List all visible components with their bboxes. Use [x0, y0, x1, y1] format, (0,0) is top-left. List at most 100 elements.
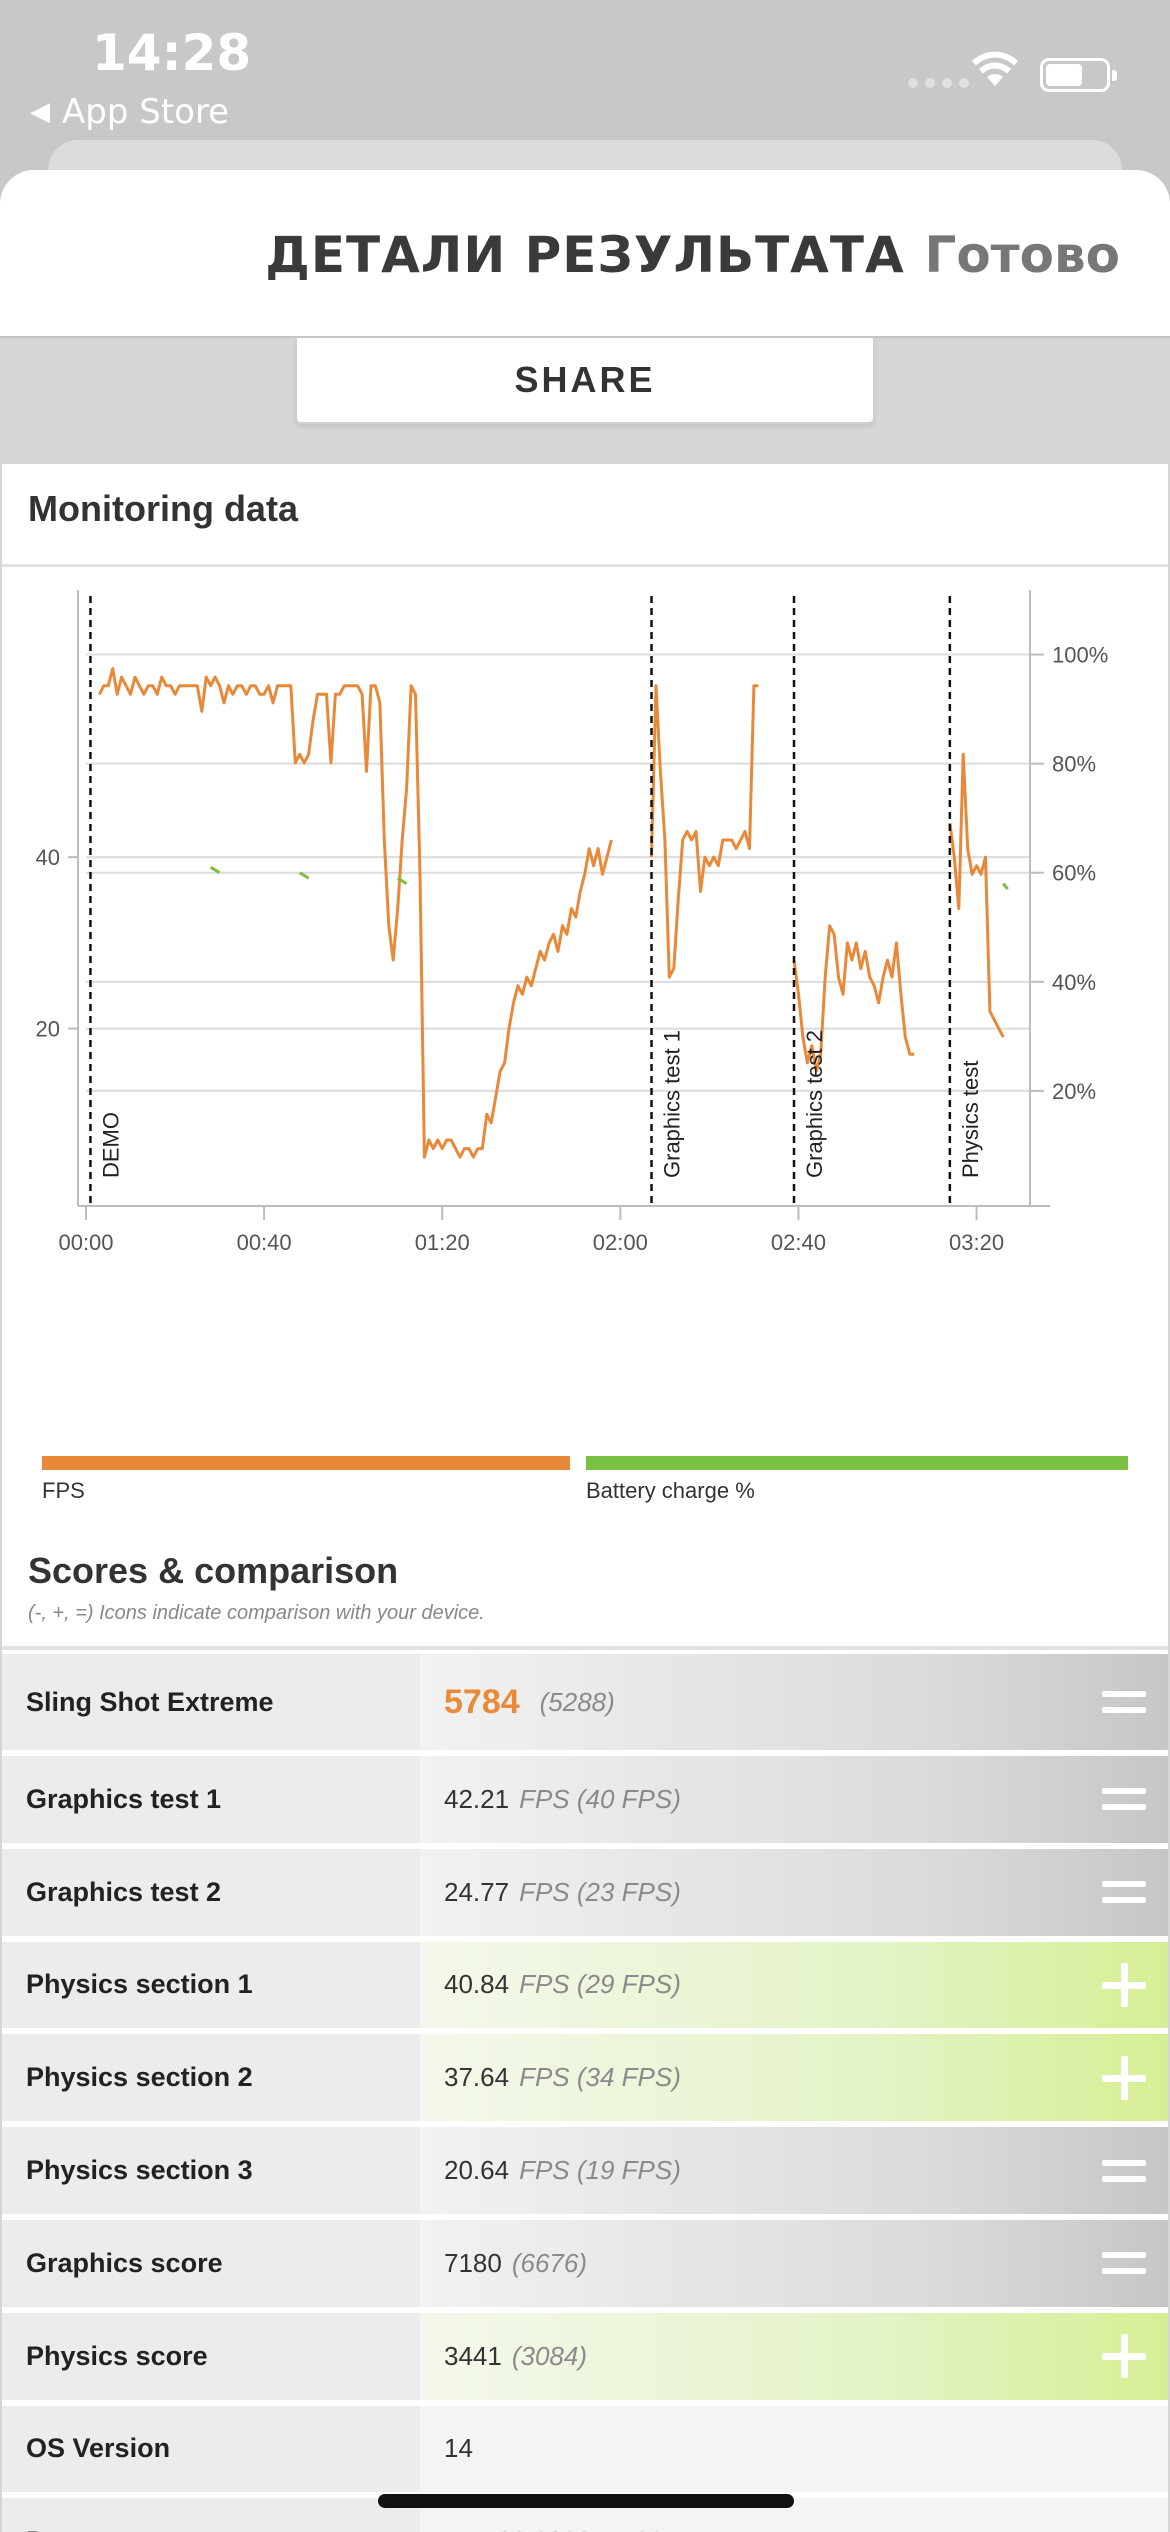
score-value-cell: 42.21 FPS (40 FPS)	[420, 1756, 1168, 1843]
legend-battery-label: Battery charge %	[586, 1478, 755, 1503]
score-label: Graphics score	[26, 2219, 416, 2307]
equal-icon	[1102, 1680, 1146, 1724]
battery-line	[209, 866, 221, 874]
equal-icon	[1102, 1870, 1146, 1914]
result-details-sheet: ДЕТАЛИ РЕЗУЛЬТАТА Готово SHARE Monitorin…	[0, 170, 1170, 2532]
score-label: Physics score	[26, 2312, 416, 2400]
x-tick-label: 02:00	[593, 1230, 648, 1255]
test-marker-label: Graphics test 2	[802, 1030, 827, 1178]
y-right-tick-label: 100%	[1052, 643, 1108, 668]
score-value: Nov 06 2020 14:28	[444, 2526, 664, 2532]
score-row: Physics section 1 40.84 FPS (29 FPS)	[2, 1941, 1168, 2035]
x-tick-label: 01:20	[415, 1230, 470, 1255]
x-tick-label: 02:40	[771, 1230, 826, 1255]
divider	[2, 1646, 1168, 1650]
legend-fps-swatch	[42, 1456, 570, 1470]
plus-icon	[1102, 2055, 1146, 2100]
plus-icon	[1102, 1962, 1146, 2007]
score-value: 20.64	[444, 2155, 510, 2186]
equal-icon	[1102, 1777, 1146, 1821]
score-unit-comparison: FPS (19 FPS)	[519, 2155, 681, 2186]
fps-line	[792, 924, 915, 1073]
score-value-cell: 5784 (5288)	[420, 1654, 1168, 1750]
fps-line	[98, 667, 613, 1159]
score-value: 14	[444, 2433, 473, 2464]
x-tick-label: 00:00	[58, 1230, 113, 1255]
score-value: 42.21	[444, 1783, 510, 1814]
battery-line	[1002, 882, 1009, 891]
y-left-tick-label: 20	[36, 1017, 60, 1042]
score-label: Graphics test 1	[26, 1756, 416, 1843]
score-row: Physics section 2 37.64 FPS (34 FPS)	[2, 2034, 1168, 2128]
test-marker-label: Graphics test 1	[660, 1030, 685, 1178]
score-row: Graphics score 7180 (6676)	[2, 2219, 1168, 2313]
equal-icon	[1102, 2149, 1146, 2193]
share-button[interactable]: SHARE	[295, 338, 875, 424]
plus-icon	[1102, 2334, 1146, 2379]
back-triangle-icon: ◀	[30, 97, 50, 127]
legend-fps-label: FPS	[42, 1478, 85, 1503]
score-row: Graphics test 2 24.77 FPS (23 FPS)	[2, 1848, 1168, 1942]
score-value: 7180	[444, 2247, 502, 2278]
score-value-cell: 14	[420, 2405, 1168, 2493]
test-marker-label: Physics test	[958, 1061, 983, 1178]
fps-line	[650, 684, 759, 979]
score-reference: (3084)	[511, 2340, 587, 2371]
x-tick-label: 03:20	[949, 1230, 1004, 1255]
score-value-cell: 37.64 FPS (34 FPS)	[420, 2034, 1168, 2122]
equal-icon	[1102, 2241, 1146, 2285]
y-right-tick-label: 60%	[1052, 861, 1096, 886]
score-unit-comparison: FPS (23 FPS)	[519, 1876, 681, 1907]
score-label: Physics section 3	[26, 2127, 416, 2214]
score-value: 40.84	[444, 1969, 510, 2000]
score-unit-comparison: FPS (40 FPS)	[519, 1783, 681, 1814]
score-value-cell: 20.64 FPS (19 FPS)	[420, 2127, 1168, 2214]
score-label: Physics section 1	[26, 1941, 416, 2029]
score-reference: (6676)	[511, 2247, 587, 2278]
back-app-label: App Store	[62, 92, 230, 132]
score-row: Graphics test 1 42.21 FPS (40 FPS)	[2, 1756, 1168, 1849]
score-label: Physics section 2	[26, 2034, 416, 2122]
monitoring-panel: Monitoring data 20 40 20% 40% 60% 80% 100% 00:0…	[2, 464, 1168, 2532]
legend-battery-swatch	[586, 1456, 1128, 1470]
score-reference: (5288)	[539, 1686, 615, 1717]
score-row: Physics score 3441 (3084)	[2, 2312, 1168, 2406]
score-unit-comparison: FPS (29 FPS)	[519, 1969, 681, 2000]
y-right-tick-label: 40%	[1052, 970, 1096, 995]
score-value: 37.64	[444, 2062, 510, 2093]
score-label: Sling Shot Extreme	[26, 1654, 416, 1750]
score-label: Graphics test 2	[26, 1848, 416, 1936]
monitoring-title: Monitoring data	[28, 488, 298, 529]
score-value-cell: 3441 (3084)	[420, 2312, 1168, 2400]
score-value: 3441	[444, 2340, 502, 2371]
score-value-cell: 7180 (6676)	[420, 2219, 1168, 2307]
test-marker-label: DEMO	[98, 1112, 123, 1178]
nav-bar: ДЕТАЛИ РЕЗУЛЬТАТА Готово	[0, 170, 1170, 338]
done-button[interactable]: Готово	[924, 226, 1120, 284]
wifi-icon	[972, 51, 1018, 86]
score-label: OS Version	[26, 2405, 416, 2493]
home-indicator	[378, 2494, 794, 2508]
fps-line	[948, 752, 1005, 1038]
status-time: 14:28	[92, 24, 252, 82]
score-row: OS Version 14	[2, 2405, 1168, 2499]
score-label: Date	[26, 2498, 416, 2532]
y-right-tick-label: 80%	[1052, 752, 1096, 777]
score-value: 24.77	[444, 1876, 510, 1907]
battery-line	[298, 871, 310, 880]
divider	[2, 564, 1168, 567]
scores-title: Scores & comparison	[28, 1550, 399, 1591]
y-left-tick-label: 40	[36, 845, 60, 870]
score-value-cell: 40.84 FPS (29 FPS)	[420, 1941, 1168, 2029]
battery-line	[396, 876, 408, 885]
back-to-app-store[interactable]: ◀ App Store	[30, 92, 229, 132]
score-value-cell: 24.77 FPS (23 FPS)	[420, 1848, 1168, 1936]
y-right-tick-label: 20%	[1052, 1079, 1096, 1104]
score-row: Sling Shot Extreme 5784 (5288)	[2, 1654, 1168, 1756]
scores-table: Sling Shot Extreme 5784 (5288) Graphics tes…	[2, 1654, 1168, 2532]
monitoring-chart: 20 40 20% 40% 60% 80% 100% 00:00 00:40 01:20 02:00…	[36, 590, 1108, 1255]
cellular-signal-icon	[908, 78, 969, 88]
page-title: ДЕТАЛИ РЕЗУЛЬТАТА	[265, 226, 905, 284]
score-value: 5784	[444, 1682, 520, 1721]
scores-note: (-, +, =) Icons indicate comparison with…	[28, 1602, 485, 1624]
